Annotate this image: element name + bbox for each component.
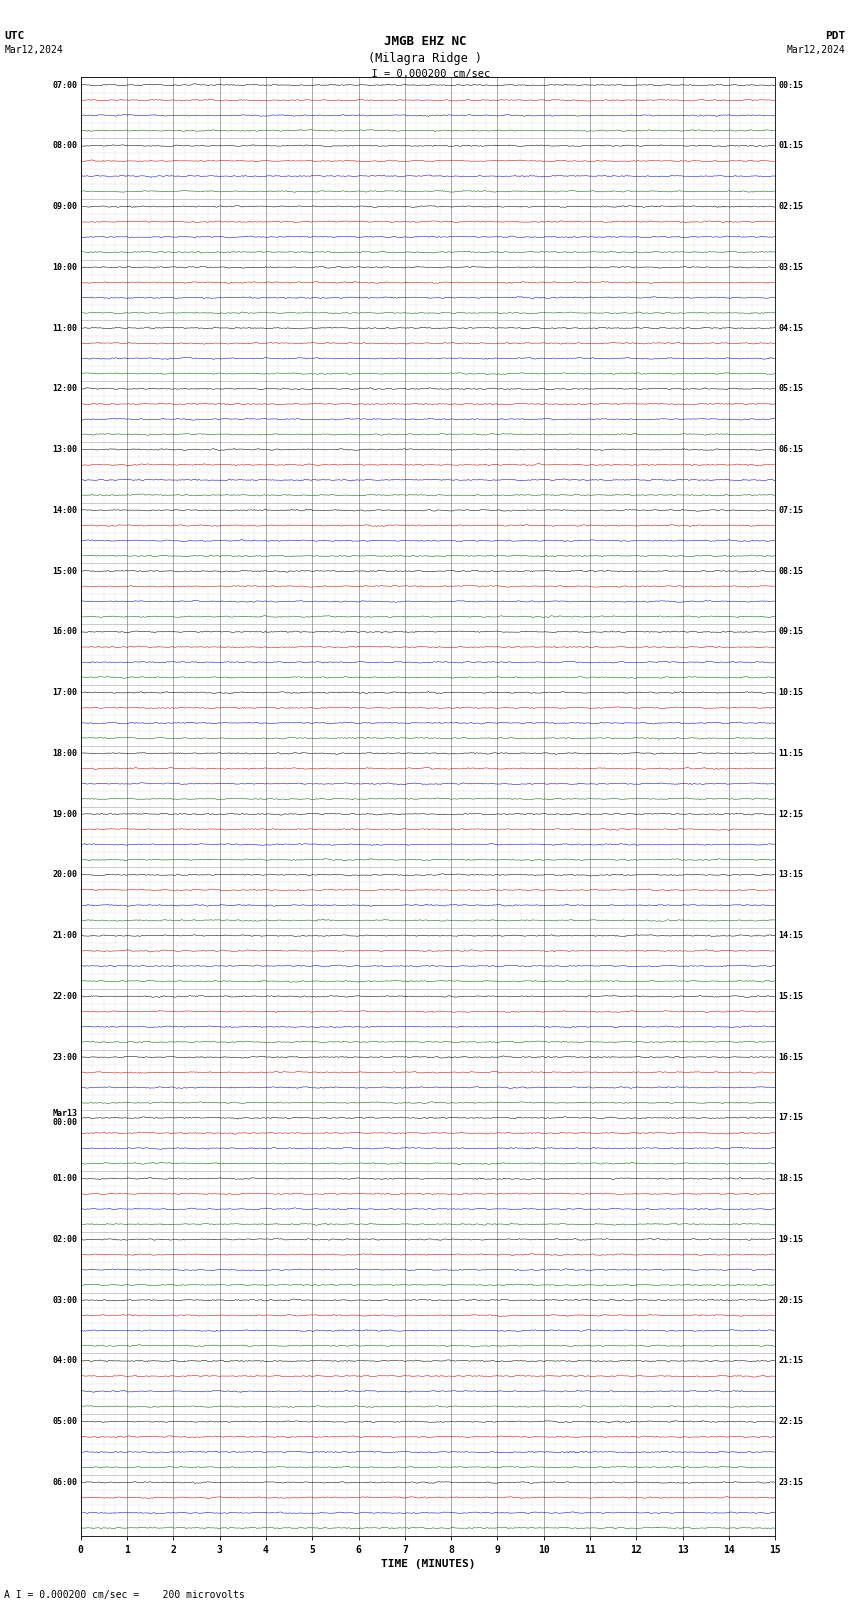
Text: 11:15: 11:15 bbox=[779, 748, 803, 758]
Text: 18:15: 18:15 bbox=[779, 1174, 803, 1182]
Text: 01:15: 01:15 bbox=[779, 142, 803, 150]
Text: 06:15: 06:15 bbox=[779, 445, 803, 453]
Text: 17:15: 17:15 bbox=[779, 1113, 803, 1123]
Text: 20:15: 20:15 bbox=[779, 1295, 803, 1305]
Text: 18:00: 18:00 bbox=[53, 748, 77, 758]
Text: 07:00: 07:00 bbox=[53, 81, 77, 89]
Text: 19:00: 19:00 bbox=[53, 810, 77, 818]
Text: 01:00: 01:00 bbox=[53, 1174, 77, 1182]
Text: 21:00: 21:00 bbox=[53, 931, 77, 940]
Text: 22:15: 22:15 bbox=[779, 1418, 803, 1426]
Text: 12:00: 12:00 bbox=[53, 384, 77, 394]
Text: Mar12,2024: Mar12,2024 bbox=[787, 45, 846, 55]
Text: 00:15: 00:15 bbox=[779, 81, 803, 89]
Text: 03:00: 03:00 bbox=[53, 1295, 77, 1305]
Text: I = 0.000200 cm/sec: I = 0.000200 cm/sec bbox=[360, 69, 490, 79]
Text: Mar12,2024: Mar12,2024 bbox=[4, 45, 63, 55]
Text: 14:00: 14:00 bbox=[53, 506, 77, 515]
Text: 06:00: 06:00 bbox=[53, 1478, 77, 1487]
X-axis label: TIME (MINUTES): TIME (MINUTES) bbox=[381, 1558, 475, 1569]
Text: A I = 0.000200 cm/sec =    200 microvolts: A I = 0.000200 cm/sec = 200 microvolts bbox=[4, 1590, 245, 1600]
Text: 20:00: 20:00 bbox=[53, 871, 77, 879]
Text: 05:15: 05:15 bbox=[779, 384, 803, 394]
Text: 10:15: 10:15 bbox=[779, 689, 803, 697]
Text: 17:00: 17:00 bbox=[53, 689, 77, 697]
Text: 21:15: 21:15 bbox=[779, 1357, 803, 1365]
Text: 08:15: 08:15 bbox=[779, 566, 803, 576]
Text: 22:00: 22:00 bbox=[53, 992, 77, 1000]
Text: 13:00: 13:00 bbox=[53, 445, 77, 453]
Text: 11:00: 11:00 bbox=[53, 324, 77, 332]
Text: 09:15: 09:15 bbox=[779, 627, 803, 636]
Text: Mar13
00:00: Mar13 00:00 bbox=[53, 1108, 77, 1127]
Text: 14:15: 14:15 bbox=[779, 931, 803, 940]
Text: 12:15: 12:15 bbox=[779, 810, 803, 818]
Text: (Milagra Ridge ): (Milagra Ridge ) bbox=[368, 52, 482, 65]
Text: 23:00: 23:00 bbox=[53, 1053, 77, 1061]
Text: 02:15: 02:15 bbox=[779, 202, 803, 211]
Text: PDT: PDT bbox=[825, 31, 846, 40]
Text: JMGB EHZ NC: JMGB EHZ NC bbox=[383, 35, 467, 48]
Text: 16:15: 16:15 bbox=[779, 1053, 803, 1061]
Text: 16:00: 16:00 bbox=[53, 627, 77, 636]
Text: 23:15: 23:15 bbox=[779, 1478, 803, 1487]
Text: 04:15: 04:15 bbox=[779, 324, 803, 332]
Text: 15:00: 15:00 bbox=[53, 566, 77, 576]
Text: 19:15: 19:15 bbox=[779, 1236, 803, 1244]
Text: 05:00: 05:00 bbox=[53, 1418, 77, 1426]
Text: 03:15: 03:15 bbox=[779, 263, 803, 271]
Text: 02:00: 02:00 bbox=[53, 1236, 77, 1244]
Text: 08:00: 08:00 bbox=[53, 142, 77, 150]
Text: 15:15: 15:15 bbox=[779, 992, 803, 1000]
Text: UTC: UTC bbox=[4, 31, 25, 40]
Text: 04:00: 04:00 bbox=[53, 1357, 77, 1365]
Text: 10:00: 10:00 bbox=[53, 263, 77, 271]
Text: 07:15: 07:15 bbox=[779, 506, 803, 515]
Text: 09:00: 09:00 bbox=[53, 202, 77, 211]
Text: 13:15: 13:15 bbox=[779, 871, 803, 879]
